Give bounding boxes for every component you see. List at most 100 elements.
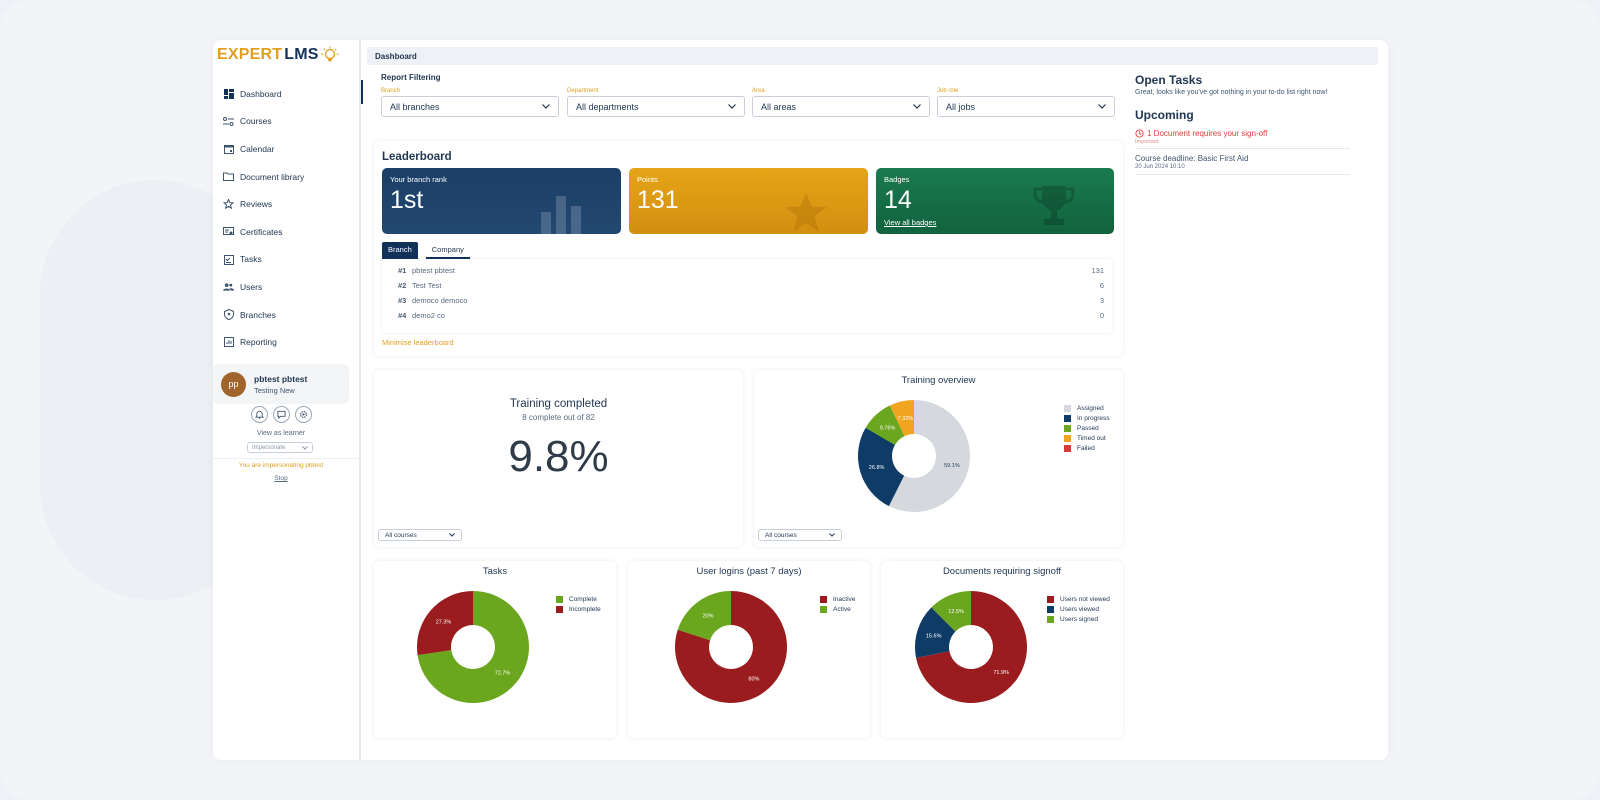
legend-item-incomplete[interactable]: Incomplete xyxy=(556,604,601,614)
training-completed-card: Training completed 8 complete out of 82 … xyxy=(374,370,743,547)
stop-impersonating-link[interactable]: Stop xyxy=(274,475,288,482)
slice-in-progress[interactable] xyxy=(858,427,905,507)
chart-title: Training overview xyxy=(901,375,976,386)
clock-icon xyxy=(1135,129,1144,138)
legend-item-users-not-viewed[interactable]: Users not viewed xyxy=(1047,594,1110,604)
legend-item-timed-out[interactable]: Timed out xyxy=(1064,433,1110,443)
chevron-down-icon xyxy=(728,104,736,109)
logo[interactable]: EXPERT LMS xyxy=(217,46,339,64)
department-select[interactable]: All departments xyxy=(567,96,745,117)
slice-complete[interactable] xyxy=(417,591,529,703)
chart-legend: Complete Incomplete xyxy=(556,594,601,614)
legend-item-passed[interactable]: Passed xyxy=(1064,423,1110,433)
slice-label-inactive: 80% xyxy=(748,677,759,683)
legend-label: Users signed xyxy=(1060,615,1098,623)
slice-timed-out[interactable] xyxy=(889,400,914,437)
area-select[interactable]: All areas xyxy=(752,96,930,117)
sidebar-item-label: Branches xyxy=(240,309,276,320)
sidebar-item-label: Courses xyxy=(240,116,272,127)
sidebar-item-users[interactable]: Users xyxy=(213,273,361,301)
legend-item-failed[interactable]: Failed xyxy=(1064,443,1110,453)
legend-label: Incomplete xyxy=(569,605,601,613)
signoff-alert[interactable]: 1 Document requires your sign-off xyxy=(1135,129,1267,138)
legend-item-inactive[interactable]: Inactive xyxy=(820,594,855,604)
slice-users-signed[interactable] xyxy=(931,591,971,632)
messages-button[interactable] xyxy=(273,406,290,423)
training-completed-value: 9.8% xyxy=(508,432,609,481)
sidebar-item-branches[interactable]: Branches xyxy=(213,301,361,329)
badges-label: Badges xyxy=(884,175,910,184)
leaderboard-score: 131 xyxy=(1091,266,1104,275)
tasks-chart: 72.7% 27.3% xyxy=(417,591,529,703)
slice-users-not-viewed[interactable] xyxy=(916,591,1027,703)
legend-item-users-signed[interactable]: Users signed xyxy=(1047,614,1110,624)
branches-icon xyxy=(223,309,234,321)
course-deadline[interactable]: Course deadline: Basic First Aid xyxy=(1135,154,1249,163)
filter-label: Area xyxy=(752,88,765,94)
legend-item-in-progress[interactable]: In progress xyxy=(1064,413,1110,423)
sidebar-item-tasks[interactable]: Tasks xyxy=(213,246,361,274)
legend-item-complete[interactable]: Complete xyxy=(556,594,601,604)
tab-branch[interactable]: Branch xyxy=(382,242,418,259)
chevron-down-icon xyxy=(1098,104,1106,109)
chart-title: User logins (past 7 days) xyxy=(696,566,802,577)
legend-swatch xyxy=(1064,434,1071,442)
chart-legend: Inactive Active xyxy=(820,594,855,614)
sidebar-item-courses[interactable]: Courses xyxy=(213,108,361,136)
job-role-select[interactable]: All jobs xyxy=(937,96,1115,117)
filter-label: Branch xyxy=(381,88,401,94)
sidebar-item-certificates[interactable]: Certificates xyxy=(213,218,361,246)
chart-title: Documents requiring signoff xyxy=(942,566,1062,577)
slice-label-users-not-viewed: 71.9% xyxy=(993,670,1009,676)
training-overview-chart: 59.1% 26.8% 9.76%7.32% xyxy=(858,400,970,512)
user-profile-card[interactable]: pp pbtest pbtest Testing New xyxy=(213,364,349,404)
slice-assigned[interactable] xyxy=(888,400,970,512)
legend-item-assigned[interactable]: Assigned xyxy=(1064,403,1110,413)
slice-inactive[interactable] xyxy=(675,591,787,703)
slice-label-passed: 9.76% xyxy=(880,425,896,431)
legend-item-active[interactable]: Active xyxy=(820,604,855,614)
legend-label: Inactive xyxy=(833,595,856,603)
divider xyxy=(1135,174,1350,175)
view-all-badges-link[interactable]: View all badges xyxy=(884,218,937,227)
branch-rank-value: 1st xyxy=(390,186,424,214)
minimise-leaderboard-link[interactable]: Minimise leaderboard xyxy=(382,338,454,347)
settings-button[interactable] xyxy=(295,406,312,423)
sidebar-item-dashboard[interactable]: Dashboard xyxy=(213,80,363,108)
leaderboard-score: 6 xyxy=(1099,281,1104,290)
course-filter-select[interactable]: All courses xyxy=(378,529,462,541)
legend-item-users-viewed[interactable]: Users viewed xyxy=(1047,604,1110,614)
slice-label-in-progress: 26.8% xyxy=(869,465,885,471)
slice-incomplete[interactable] xyxy=(417,591,473,656)
filter-label: Job role xyxy=(937,88,959,94)
courses-icon xyxy=(223,116,234,127)
slice-users-viewed[interactable] xyxy=(915,607,956,658)
points-value: 131 xyxy=(637,186,679,214)
legend-label: Passed xyxy=(1077,424,1099,432)
leaderboard-tabs: Branch Company xyxy=(382,242,470,259)
notifications-button[interactable] xyxy=(251,406,268,423)
chevron-down-icon xyxy=(302,445,308,450)
course-filter-select[interactable]: All courses xyxy=(758,529,842,541)
sidebar-item-reviews[interactable]: Reviews xyxy=(213,190,361,218)
badges-card: Badges 14 View all badges xyxy=(876,168,1114,234)
filter-area: Area All areas xyxy=(752,88,930,117)
impersonate-select-value: Impersonate xyxy=(252,444,286,451)
user-actions xyxy=(251,406,312,423)
training-completed-subtitle: 8 complete out of 82 xyxy=(522,413,595,422)
legend-label: In progress xyxy=(1077,414,1110,422)
impersonate-select[interactable]: Impersonate xyxy=(247,442,313,453)
sidebar-item-document-library[interactable]: Document library xyxy=(213,163,361,191)
slice-active[interactable] xyxy=(677,591,731,641)
sidebar-item-calendar[interactable]: Calendar xyxy=(213,135,361,163)
users-icon xyxy=(223,281,234,292)
training-overview-card: Training overview 59.1% 26.8% 9.76% 7.32% A… xyxy=(754,370,1123,547)
user-subtitle: Testing New xyxy=(254,385,295,395)
department-select-value: All departments xyxy=(576,101,639,112)
chart-title: Tasks xyxy=(482,566,508,577)
branch-select[interactable]: All branches xyxy=(381,96,559,117)
slice-passed[interactable] xyxy=(865,405,905,445)
legend-swatch xyxy=(1064,444,1071,452)
sidebar-item-reporting[interactable]: Reporting xyxy=(213,328,361,356)
tab-company[interactable]: Company xyxy=(425,242,470,259)
